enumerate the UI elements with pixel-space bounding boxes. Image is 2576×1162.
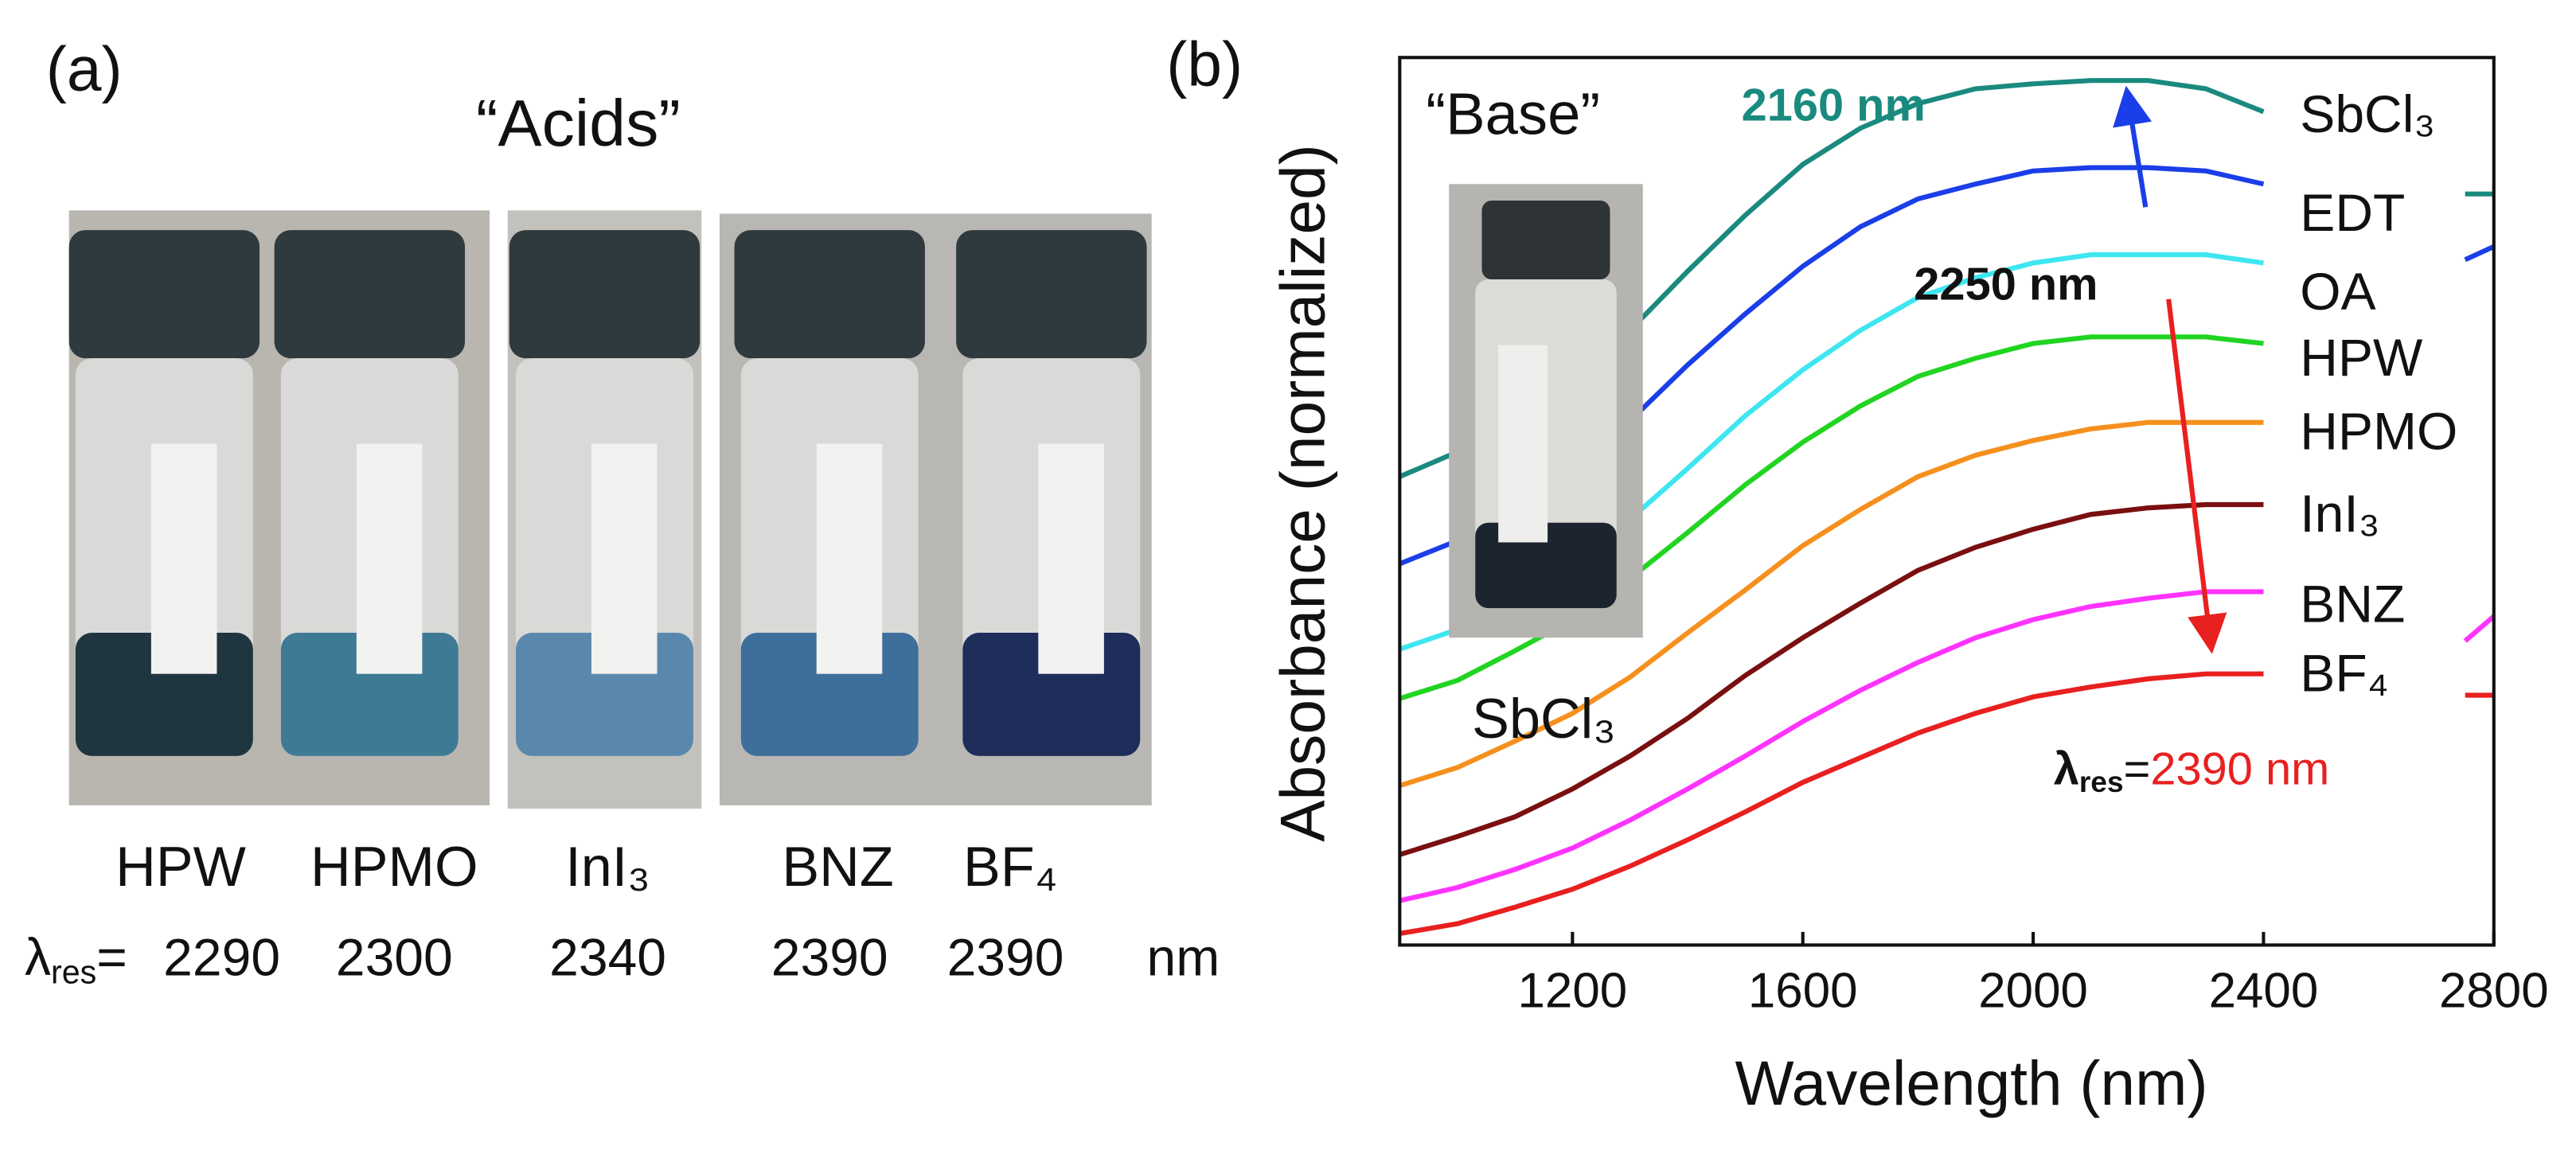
vial-cap [68, 230, 260, 359]
vial-cap [734, 230, 925, 359]
vial-cap [509, 230, 701, 359]
sample-label: HPMO [310, 835, 478, 898]
photos [68, 210, 1152, 809]
data-line [1399, 589, 2496, 903]
res-symbol: λ [25, 928, 51, 987]
annotation: SbCl₃ [1472, 687, 1616, 750]
res-sub: res [2079, 765, 2124, 798]
legend-label: HPMO [2300, 402, 2457, 461]
axis-frame [1398, 56, 2496, 947]
x-tick-label: 2000 [1978, 964, 2088, 1019]
legend-label: EDT [2300, 183, 2405, 242]
wavelength-label: 2300 [336, 928, 453, 987]
vial-tag [591, 443, 658, 674]
res-value: 2390 nm [2150, 744, 2329, 795]
vial-cap [274, 230, 466, 359]
vial-tag [816, 443, 883, 674]
annotation: 2160 nm [1742, 80, 1926, 131]
res-eq: = [96, 928, 127, 987]
vial-cap [1481, 200, 1610, 280]
res-eq: = [2124, 744, 2151, 795]
sample-label: BF₄ [963, 835, 1057, 898]
res-symbol: λ [2054, 744, 2079, 795]
data-line [1399, 419, 2264, 789]
res-sub: res [51, 953, 96, 990]
x-tick-label: 1200 [1517, 964, 1627, 1019]
sample-label: HPW [115, 835, 246, 898]
annotation: λres=2390 nm [2054, 744, 2330, 798]
unit: nm [1147, 928, 1220, 987]
annotation: 2250 nm [1914, 259, 2098, 310]
legend-label: BF₄ [2300, 643, 2388, 702]
data-line [1399, 501, 2264, 857]
panel-title: “Acids” [476, 87, 681, 160]
inset-photo [1449, 184, 1643, 638]
wavelength-label: 2290 [163, 928, 280, 987]
wavelength-label: 2390 [771, 928, 888, 987]
legend-label: SbCl₃ [2300, 84, 2435, 143]
legend-label: BNZ [2300, 575, 2405, 634]
panel-label: (b) [1166, 29, 1243, 99]
legend-label: HPW [2300, 328, 2423, 387]
sample-label: InI₃ [565, 835, 650, 898]
y-axis-label: Absorbance (normalized) [1267, 144, 1337, 842]
legend-label: InI₃ [2300, 484, 2379, 543]
wavelength-label: 2390 [947, 928, 1064, 987]
annotation: “Base” [1426, 80, 1600, 146]
vial-cap [956, 230, 1147, 359]
vial-tag [1498, 345, 1548, 543]
x-tick-label: 2800 [2439, 964, 2549, 1019]
vial-tag [150, 443, 217, 674]
data-line [1399, 671, 2494, 937]
vial-tag [1038, 443, 1104, 674]
vial-liquid [1475, 522, 1617, 609]
res-label: λres= [25, 928, 127, 991]
panel-label: (a) [46, 34, 123, 104]
arrow [2166, 298, 2227, 654]
x-tick-label: 2400 [2209, 964, 2319, 1019]
x-axis-label: Wavelength (nm) [1735, 1048, 2207, 1118]
plot-area: 1200 1600 2000 2400 2800 SbCl₃ EDT OA HPW HPMO InI… [1398, 56, 2549, 1019]
vial-tag [356, 443, 423, 674]
sample-label: BNZ [782, 835, 893, 898]
arrow [2113, 85, 2153, 208]
wavelength-label: 2340 [549, 928, 666, 987]
x-tick-label: 1600 [1748, 964, 1858, 1019]
legend-label: OA [2300, 262, 2375, 321]
